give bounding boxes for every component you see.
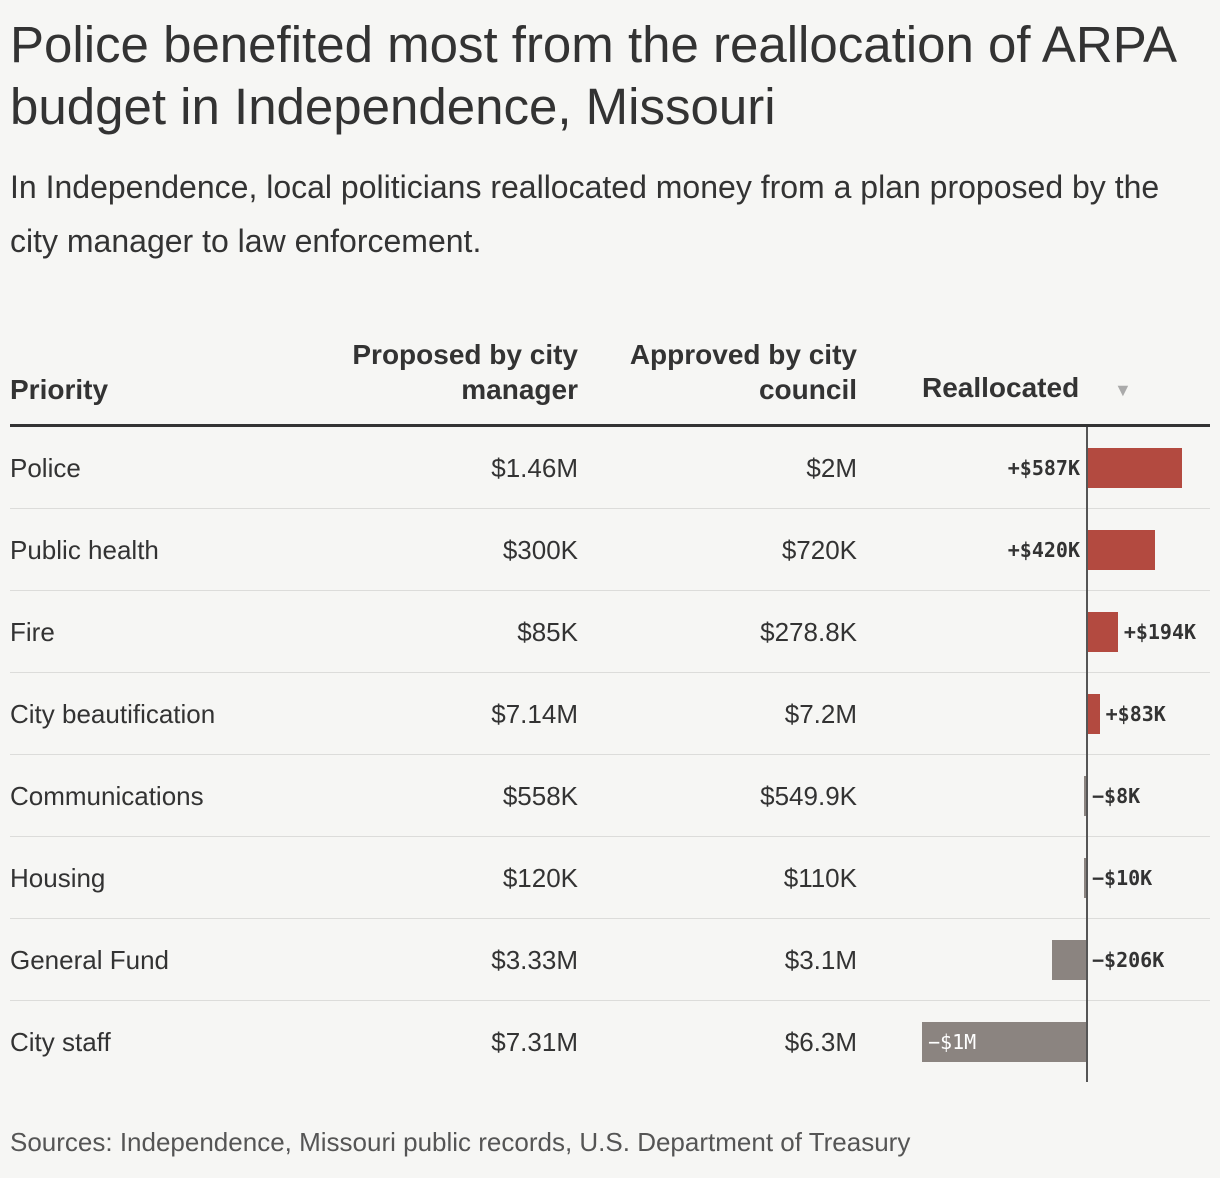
priority-cell: City beautification (10, 699, 216, 729)
approved-cell: $7.2M (784, 699, 857, 729)
table-row: Fire $85K $278.8K +$194K (10, 591, 1210, 673)
reallocated-label: +$587K (1007, 456, 1080, 480)
priority-cell: General Fund (10, 945, 169, 975)
priority-cell: Public health (10, 535, 159, 565)
row-divider (10, 508, 1210, 509)
table-row: Communications $558K $549.9K −$8K (10, 755, 1210, 837)
reallocated-bar (1086, 448, 1183, 488)
row-divider (10, 672, 1210, 673)
reallocated-label: +$194K (1123, 620, 1197, 644)
row-divider (10, 836, 1210, 837)
header-divider (10, 424, 1210, 427)
table-row: City staff $7.31M $6.3M −$1M (10, 1001, 1210, 1083)
proposed-cell: $1.46M (491, 453, 578, 483)
reallocated-bar (1084, 776, 1086, 816)
priority-cell: Housing (10, 863, 106, 893)
column-header-approved[interactable]: Approved by city council (629, 339, 857, 405)
priority-cell: City staff (10, 1027, 111, 1057)
approved-cell: $720K (781, 535, 857, 565)
reallocated-label: −$10K (1092, 866, 1153, 890)
chart-subtitle: In Independence, local politicians reall… (10, 169, 1160, 259)
table-row: Public health $300K $720K +$420K (10, 509, 1210, 591)
row-divider (10, 918, 1210, 919)
zero-axis-line (1086, 427, 1088, 1082)
table-row: Police $1.46M $2M +$587K (10, 427, 1210, 509)
reallocated-label: −$8K (1092, 784, 1141, 808)
row-divider (10, 754, 1210, 755)
proposed-cell: $558K (502, 781, 578, 811)
priority-cell: Communications (10, 781, 204, 811)
reallocated-label: −$206K (1092, 948, 1165, 972)
row-divider (10, 590, 1210, 591)
proposed-cell: $120K (502, 863, 578, 893)
approved-cell: $278.8K (760, 617, 857, 647)
column-header-reallocated[interactable]: Reallocated (922, 372, 1080, 403)
reallocated-bar (1086, 694, 1100, 734)
column-header-priority[interactable]: Priority (10, 374, 109, 405)
reallocated-bar (1084, 858, 1086, 898)
source-note: Sources: Independence, Missouri public r… (10, 1127, 911, 1157)
reallocated-bar (922, 1022, 1086, 1062)
approved-cell: $3.1M (784, 945, 857, 975)
reallocated-label: +$420K (1007, 538, 1080, 562)
reallocated-label: −$1M (928, 1030, 977, 1054)
row-divider (10, 1000, 1210, 1001)
chart-title: Police benefited most from the reallocat… (10, 16, 1175, 135)
reallocated-bar (1086, 530, 1155, 570)
sort-down-icon[interactable]: ▼ (1114, 380, 1132, 400)
approved-cell: $549.9K (760, 781, 857, 811)
table-row: City beautification $7.14M $7.2M +$83K (10, 673, 1210, 755)
priority-cell: Fire (10, 617, 55, 647)
table-row: Housing $120K $110K −$10K (10, 837, 1210, 919)
proposed-cell: $3.33M (491, 945, 578, 975)
proposed-cell: $300K (502, 535, 578, 565)
approved-cell: $110K (783, 863, 857, 893)
proposed-cell: $7.14M (491, 699, 578, 729)
reallocated-label: +$83K (1105, 702, 1166, 726)
reallocated-bar (1052, 940, 1086, 980)
reallocated-bar (1086, 612, 1118, 652)
table-row: General Fund $3.33M $3.1M −$206K (10, 919, 1210, 1001)
proposed-cell: $7.31M (491, 1027, 578, 1057)
column-header-proposed[interactable]: Proposed by city manager (352, 339, 578, 405)
approved-cell: $2M (806, 453, 857, 483)
priority-cell: Police (10, 453, 81, 483)
proposed-cell: $85K (517, 617, 578, 647)
approved-cell: $6.3M (784, 1027, 857, 1057)
